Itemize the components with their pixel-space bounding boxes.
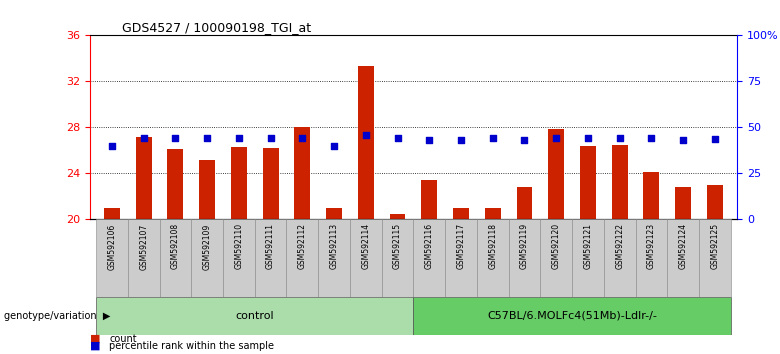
Text: GSM592114: GSM592114 xyxy=(361,223,370,269)
Bar xyxy=(707,185,723,219)
Point xyxy=(582,135,594,141)
Point xyxy=(264,135,277,141)
Text: GSM592111: GSM592111 xyxy=(266,223,275,269)
Text: GSM592110: GSM592110 xyxy=(234,223,243,269)
Bar xyxy=(160,219,191,297)
Bar xyxy=(667,219,699,297)
Point xyxy=(518,137,530,143)
Bar xyxy=(572,219,604,297)
Bar xyxy=(191,219,223,297)
Text: genotype/variation  ▶: genotype/variation ▶ xyxy=(4,311,110,321)
Bar xyxy=(509,219,541,297)
Text: GSM592125: GSM592125 xyxy=(711,223,719,269)
Bar xyxy=(485,208,501,219)
Text: GSM592112: GSM592112 xyxy=(298,223,307,269)
Text: GSM592121: GSM592121 xyxy=(583,223,593,269)
Point xyxy=(137,136,150,141)
Text: GSM592116: GSM592116 xyxy=(425,223,434,269)
Point xyxy=(550,135,562,141)
Point xyxy=(677,137,690,143)
Text: GDS4527 / 100090198_TGI_at: GDS4527 / 100090198_TGI_at xyxy=(122,21,311,34)
Bar xyxy=(231,147,246,219)
Bar xyxy=(318,219,350,297)
Bar xyxy=(699,219,731,297)
Point xyxy=(455,137,467,143)
Bar xyxy=(255,219,286,297)
Bar xyxy=(389,214,406,219)
Bar xyxy=(96,219,128,297)
Text: GSM592115: GSM592115 xyxy=(393,223,402,269)
Bar xyxy=(263,148,278,219)
Text: GSM592113: GSM592113 xyxy=(330,223,339,269)
Text: ■: ■ xyxy=(90,341,100,351)
Bar xyxy=(675,187,691,219)
Bar xyxy=(199,160,215,219)
Text: count: count xyxy=(109,334,136,344)
Bar xyxy=(604,219,636,297)
Text: percentile rank within the sample: percentile rank within the sample xyxy=(109,341,275,351)
Point xyxy=(645,135,658,141)
Text: GSM592124: GSM592124 xyxy=(679,223,688,269)
Text: GSM592119: GSM592119 xyxy=(520,223,529,269)
Bar xyxy=(644,172,659,219)
Bar xyxy=(421,181,438,219)
Text: GSM592108: GSM592108 xyxy=(171,223,180,269)
Text: GSM592120: GSM592120 xyxy=(551,223,561,269)
Bar xyxy=(104,208,120,219)
Bar xyxy=(541,219,572,297)
Point xyxy=(423,137,435,143)
Bar xyxy=(128,219,160,297)
Point xyxy=(201,136,214,141)
Bar xyxy=(612,145,628,219)
Bar xyxy=(286,219,318,297)
Point xyxy=(296,136,309,141)
Bar xyxy=(350,219,381,297)
Bar xyxy=(381,219,413,297)
Bar xyxy=(326,208,342,219)
Point xyxy=(613,135,626,141)
Point xyxy=(328,143,340,149)
Bar xyxy=(96,297,413,335)
Point xyxy=(392,136,404,141)
Point xyxy=(709,137,722,142)
Point xyxy=(105,143,118,149)
Bar xyxy=(413,297,731,335)
Point xyxy=(169,135,182,141)
Bar xyxy=(168,149,183,219)
Bar xyxy=(516,187,533,219)
Text: GSM592118: GSM592118 xyxy=(488,223,497,269)
Text: ■: ■ xyxy=(90,334,100,344)
Bar xyxy=(636,219,667,297)
Point xyxy=(232,135,245,141)
Text: GSM592122: GSM592122 xyxy=(615,223,624,269)
Bar xyxy=(445,219,477,297)
Text: GSM592107: GSM592107 xyxy=(139,223,148,270)
Text: C57BL/6.MOLFc4(51Mb)-Ldlr-/-: C57BL/6.MOLFc4(51Mb)-Ldlr-/- xyxy=(488,311,657,321)
Point xyxy=(487,135,499,141)
Text: GSM592109: GSM592109 xyxy=(203,223,211,270)
Text: GSM592123: GSM592123 xyxy=(647,223,656,269)
Bar xyxy=(223,219,255,297)
Text: control: control xyxy=(236,311,274,321)
Point xyxy=(360,132,372,138)
Bar xyxy=(477,219,509,297)
Text: GSM592106: GSM592106 xyxy=(108,223,116,270)
Bar xyxy=(453,208,469,219)
Bar xyxy=(580,146,596,219)
Text: GSM592117: GSM592117 xyxy=(456,223,466,269)
Bar xyxy=(136,137,151,219)
Bar xyxy=(413,219,445,297)
Bar xyxy=(358,67,374,219)
Bar xyxy=(294,127,310,219)
Bar xyxy=(548,129,564,219)
